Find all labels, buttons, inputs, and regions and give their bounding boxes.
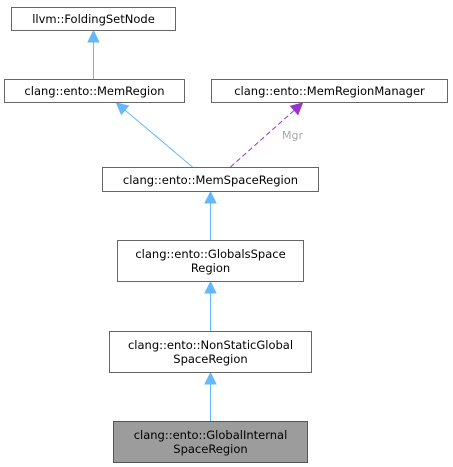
class-node-label-line1: clang::ento::GlobalInternal [133,428,288,442]
class-node-label-line1: clang::ento::NonStaticGlobal [127,338,294,352]
class-node-label: clang::ento::MemRegionManager [234,84,425,98]
edge-arrowhead [87,29,100,43]
edge-label-mgr: Mgr [282,129,303,142]
edge-usage-memspaceregion-to-memregionmanager [230,109,295,168]
class-node-label-line2: Region [190,261,231,275]
edge-arrowhead [204,280,217,294]
class-node-label-line1: clang::ento::GlobalsSpace [135,247,286,261]
class-node-memspaceregion[interactable]: clang::ento::MemSpaceRegion [102,167,319,192]
edge-arrowhead [115,102,130,116]
class-node-globalsspaceregion[interactable]: clang::ento::GlobalsSpace Region [117,240,304,282]
class-node-label-line2: SpaceRegion [173,352,248,366]
edge-arrowhead [204,371,217,385]
edge-arrowhead [289,102,304,116]
class-node-memregion[interactable]: clang::ento::MemRegion [4,79,185,103]
class-node-nonstaticglobalspaceregion[interactable]: clang::ento::NonStaticGlobal SpaceRegion [109,331,312,373]
class-node-label: llvm::FoldingSetNode [32,12,155,26]
edge-arrowhead [204,190,217,204]
class-node-label-line2: SpaceRegion [173,442,248,456]
class-node-globalinternalspaceregion[interactable]: clang::ento::GlobalInternal SpaceRegion [113,421,308,463]
class-node-label: clang::ento::MemRegion [24,84,165,98]
class-node-label: clang::ento::MemSpaceRegion [122,172,299,187]
class-node-memregionmanager[interactable]: clang::ento::MemRegionManager [211,79,448,103]
class-node-foldingsetnode[interactable]: llvm::FoldingSetNode [11,7,176,31]
edge-inheritance-memspaceregion-to-memregion [124,109,193,168]
